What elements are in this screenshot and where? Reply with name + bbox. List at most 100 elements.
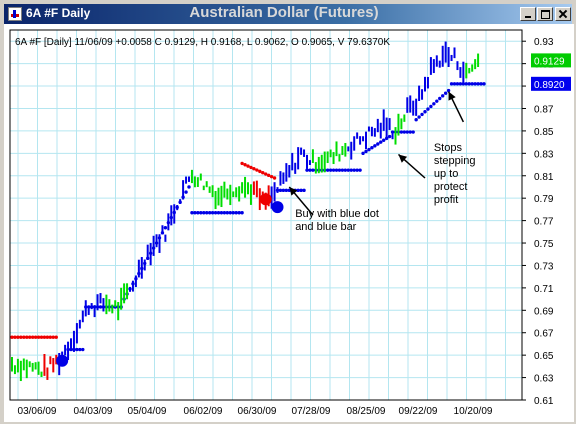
stop-dot-6-99 [302,188,306,193]
stop-dot-7-110 [334,168,339,172]
stop-dot-0-3 [19,335,23,339]
stop-dot-8-128 [387,134,392,139]
arrow-head-2 [448,91,456,101]
stop-dot-7-118 [358,168,362,172]
annotation-1-line-4: profit [434,194,458,206]
stop-dot-7-107 [325,168,330,172]
stop-dot-7-109 [331,168,336,172]
y-tick-label-11: 0.71 [534,284,554,295]
stop-dot-5-83 [255,168,259,172]
chart-title: Australian Dollar (Futures) [189,4,379,21]
plot-frame [9,29,523,401]
annotation-1: Stops stepping up to protect profit [434,142,476,206]
stop-dot-7-113 [343,168,348,172]
close-icon[interactable] [555,7,571,21]
stop-dot-11-158 [476,82,480,86]
stop-dot-5-80 [246,164,250,168]
stop-dot-7-100 [305,168,309,172]
signal-marker-2 [271,201,284,214]
y-tick-label-16: 0.61 [534,396,554,407]
stop-dot-11-159 [479,82,483,86]
annotations: Buy with blue dot and blue bar Stops steppi… [295,142,475,233]
stop-dot-0-1 [13,335,17,339]
stop-dot-10-141 [426,107,430,111]
stop-dot-4-74 [228,211,232,215]
y-tick-label-6: 0.81 [534,172,554,183]
title-bar[interactable]: 6A #F Daily Australian Dollar (Futures) [4,4,572,24]
stop-dot-5-79 [243,163,247,167]
stop-dot-5-84 [258,169,262,174]
stop-dot-5-88 [269,174,274,179]
info-line: 6A #F [Daily] 11/06/09 +0.0058 C 0.9129,… [15,37,390,48]
y-tick-label-12: 0.69 [534,306,554,317]
stop-dot-4-61 [190,211,194,215]
stop-dot-4-69 [213,211,218,215]
stop-dot-5-81 [249,165,253,170]
y-tick-label-7: 0.79 [534,194,554,205]
stop-dot-6-93 [284,188,289,193]
window-title: 6A #F Daily [26,6,91,20]
stop-dot-5-86 [264,172,268,176]
stop-dot-6-97 [296,188,300,193]
stop-dot-8-125 [379,140,383,144]
stop-dot-9-132 [399,130,404,134]
stop-dot-7-116 [352,168,356,172]
y-tick-label-5: 0.83 [534,149,554,160]
stop-dot-9-133 [402,130,407,134]
stop-dot-1-24 [81,347,85,352]
x-tick-label-3: 06/02/09 [184,406,223,417]
stop-dot-8-121 [367,147,371,152]
price-tag-box-1 [531,76,571,91]
stop-dot-11-154 [464,82,468,86]
stop-dot-0-5 [25,335,29,339]
maximize-icon[interactable] [537,7,553,21]
x-tick-label-4: 06/30/09 [238,406,277,417]
stop-dot-7-112 [340,168,345,172]
x-tick-label-7: 09/22/09 [399,406,438,417]
y-tick-label-14: 0.65 [534,351,554,362]
stop-dot-5-89 [272,176,277,180]
stop-dot-5-87 [266,173,271,178]
signal-markers [56,193,284,367]
stop-dot-10-140 [423,110,427,114]
vertical-grid [17,30,506,400]
stop-dot-0-15 [54,335,58,339]
stop-dot-7-115 [349,168,353,172]
stop-dot-8-120 [364,149,368,154]
stop-dot-11-155 [467,82,471,86]
stop-dot-10-147 [443,91,448,95]
x-tick-label-2: 05/04/09 [128,406,167,417]
stop-dot-0-4 [22,335,26,339]
stop-dot-6-98 [299,188,303,193]
stop-dot-0-11 [42,335,47,339]
signal-marker-1 [259,193,272,206]
arrow-head-1 [398,154,408,163]
stop-dot-0-10 [39,335,44,339]
y-tick-label-9: 0.75 [534,239,554,250]
chart-background [4,24,574,422]
stop-dot-11-160 [482,82,486,86]
stop-dot-0-2 [16,335,20,339]
stop-dot-4-62 [193,211,197,215]
price-tag-text-1: 0.8920 [534,80,565,91]
stop-dot-11-152 [458,82,463,86]
price-bars [11,41,480,382]
price-tag-box-0 [531,53,571,68]
stop-dot-3-59 [184,190,188,194]
y-tick-label-0: 0.93 [534,37,554,48]
stop-dot-8-123 [373,144,377,148]
y-tick-label-4: 0.85 [534,127,554,138]
stop-dot-7-111 [337,168,342,172]
stop-dot-4-67 [207,211,212,215]
chart-app-icon[interactable] [8,7,22,21]
stop-dot-0-8 [33,335,38,339]
x-tick-label-6: 08/25/09 [347,406,386,417]
stop-dot-0-6 [28,335,32,339]
annotation-1-line-1: stepping [434,155,476,167]
stop-dot-4-73 [225,211,230,215]
minimize-icon[interactable] [520,7,536,21]
stop-dot-0-14 [51,335,55,339]
stop-dot-4-78 [240,211,244,215]
stop-dot-10-137 [414,117,418,122]
